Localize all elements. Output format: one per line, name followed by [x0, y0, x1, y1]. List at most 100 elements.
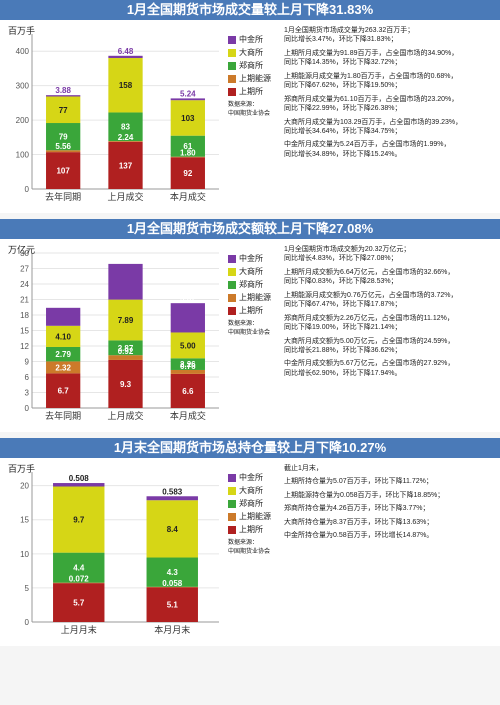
- legend-label: 上期所: [239, 305, 263, 316]
- svg-text:20: 20: [20, 482, 29, 491]
- svg-text:1.80: 1.80: [180, 149, 196, 158]
- legend: 中金所大商所郑商所上期能源上期所数据来源：中国期货业协会: [228, 472, 278, 555]
- svg-text:4.10: 4.10: [55, 332, 71, 341]
- svg-text:6.91: 6.91: [118, 255, 134, 264]
- legend-item-shq: 上期所: [228, 86, 278, 97]
- svg-text:21: 21: [20, 296, 29, 305]
- bar-seg-zjs: [171, 98, 205, 100]
- panel3: 1月末全国期货市场总持仓量较上月下降10.27% 百万手 051015200.5…: [0, 438, 500, 646]
- chart-area: 百万手 051015200.5089.74.40.0725.7上月月末0.583…: [4, 462, 224, 642]
- svg-text:27: 27: [20, 265, 29, 274]
- svg-text:9.7: 9.7: [73, 516, 85, 525]
- bar-seg-zjs: [147, 496, 198, 500]
- svg-text:0: 0: [25, 404, 30, 413]
- svg-text:0: 0: [25, 185, 30, 194]
- svg-text:79: 79: [59, 133, 68, 142]
- legend-item-zjs: 中金所: [228, 472, 278, 483]
- notes: 1月全国期货市场成交量为263.32百万手；同比增长3.47%，环比下降31.8…: [284, 26, 494, 209]
- svg-text:3.88: 3.88: [55, 86, 71, 95]
- legend-label: 郑商所: [239, 60, 263, 71]
- svg-text:9: 9: [25, 358, 30, 367]
- stacked-bar-chart: 0369121518212427303.484.102.792.326.7去年同…: [4, 243, 224, 423]
- svg-text:2.32: 2.32: [55, 363, 71, 372]
- note-line: 郑商所月成交量为61.10百万手，占全国市场的23.20%，同比下降22.99%…: [284, 95, 494, 114]
- svg-text:24: 24: [20, 280, 29, 289]
- stacked-bar-chart: 051015200.5089.74.40.0725.7上月月末0.5838.44…: [4, 462, 224, 637]
- bar-seg-zjs: [108, 56, 142, 58]
- note-line: 中金所持仓量为0.58百万手，环比增长14.87%。: [284, 531, 494, 540]
- svg-text:5.7: 5.7: [73, 599, 85, 608]
- svg-text:5.00: 5.00: [180, 341, 196, 350]
- panel-title: 1月末全国期货市场总持仓量较上月下降10.27%: [0, 438, 500, 458]
- svg-text:15: 15: [20, 516, 29, 525]
- note-line: 大商所月成交额为5.00万亿元，占全国市场的24.59%，同比增长21.88%，…: [284, 337, 494, 356]
- legend-label: 中金所: [239, 34, 263, 45]
- bar-seg-zjs: [46, 308, 80, 326]
- bar-seg-zjs: [108, 264, 142, 300]
- svg-text:5.56: 5.56: [55, 142, 71, 151]
- note-line: 上期所持仓量为5.07百万手，环比下降11.72%；: [284, 477, 494, 486]
- svg-text:400: 400: [16, 47, 30, 56]
- data-source: 数据来源：中国期货业协会: [228, 537, 278, 555]
- legend-item-snyq: 上期能源: [228, 292, 278, 303]
- legend-label: 中金所: [239, 253, 263, 264]
- svg-text:上月成交: 上月成交: [107, 191, 143, 202]
- legend: 中金所大商所郑商所上期能源上期所数据来源：中国期货业协会: [228, 253, 278, 336]
- svg-text:10: 10: [20, 550, 29, 559]
- panel-title: 1月全国期货市场成交量较上月下降31.83%: [0, 0, 500, 20]
- svg-text:0.583: 0.583: [162, 487, 183, 496]
- y-axis-unit: 百万手: [8, 24, 35, 37]
- y-axis-unit: 百万手: [8, 462, 35, 475]
- note-line: 郑商所持仓量为4.26百万手，环比下降3.77%；: [284, 504, 494, 513]
- svg-text:4.3: 4.3: [167, 568, 179, 577]
- svg-text:本月成交: 本月成交: [170, 191, 206, 202]
- panel-title: 1月全国期货市场成交额较上月下降27.08%: [0, 219, 500, 239]
- legend-label: 中金所: [239, 472, 263, 483]
- svg-text:103: 103: [181, 114, 195, 123]
- svg-text:100: 100: [16, 151, 30, 160]
- svg-text:3.48: 3.48: [55, 299, 71, 308]
- chart-area: 万亿元 0369121518212427303.484.102.792.326.…: [4, 243, 224, 428]
- svg-text:5: 5: [25, 584, 30, 593]
- note-line: 郑商所月成交额为2.26万亿元，占全国市场的11.12%，同比下降19.00%，…: [284, 314, 494, 333]
- svg-text:0.76: 0.76: [180, 362, 196, 371]
- svg-text:上月成交: 上月成交: [107, 410, 143, 421]
- svg-text:0.072: 0.072: [69, 575, 90, 584]
- legend-item-dss: 大商所: [228, 266, 278, 277]
- notes: 截止1月末，上期所持仓量为5.07百万手，环比下降11.72%；上期能源持仓量为…: [284, 464, 494, 642]
- data-source: 数据来源：中国期货业协会: [228, 318, 278, 336]
- svg-text:0.058: 0.058: [162, 579, 183, 588]
- note-line: 1月全国期货市场成交额为20.32万亿元；同比增长4.83%，环比下降27.08…: [284, 245, 494, 264]
- svg-text:200: 200: [16, 116, 30, 125]
- data-source: 数据来源：中国期货业协会: [228, 99, 278, 117]
- svg-text:92: 92: [183, 169, 192, 178]
- svg-text:300: 300: [16, 82, 30, 91]
- svg-text:本月月末: 本月月末: [154, 624, 190, 635]
- legend-item-snyq: 上期能源: [228, 511, 278, 522]
- svg-text:去年同期: 去年同期: [45, 191, 81, 202]
- legend-label: 郑商所: [239, 498, 263, 509]
- legend-label: 郑商所: [239, 279, 263, 290]
- svg-text:12: 12: [20, 342, 29, 351]
- legend-label: 上期所: [239, 86, 263, 97]
- legend-label: 大商所: [239, 485, 263, 496]
- note-line: 大商所持仓量为8.37百万手，环比下降13.63%；: [284, 518, 494, 527]
- bar-seg-zjs: [46, 95, 80, 96]
- svg-text:5.24: 5.24: [180, 89, 196, 98]
- svg-text:5.67: 5.67: [180, 294, 196, 303]
- svg-text:3: 3: [25, 389, 30, 398]
- legend-item-dss: 大商所: [228, 485, 278, 496]
- legend-item-zjs: 中金所: [228, 253, 278, 264]
- legend-item-snyq: 上期能源: [228, 73, 278, 84]
- stacked-bar-chart: 01002003004003.8877795.56107去年同期6.481588…: [4, 24, 224, 204]
- svg-text:6: 6: [25, 373, 30, 382]
- svg-text:2.24: 2.24: [118, 133, 134, 142]
- legend-item-dss: 大商所: [228, 47, 278, 58]
- legend-item-zss: 郑商所: [228, 498, 278, 509]
- notes: 1月全国期货市场成交额为20.32万亿元；同比增长4.83%，环比下降27.08…: [284, 245, 494, 428]
- svg-text:8.4: 8.4: [167, 525, 179, 534]
- svg-text:0.508: 0.508: [69, 474, 90, 483]
- note-line: 大商所月成交量为103.29百万手，占全国市场的39.23%，同比增长34.64…: [284, 118, 494, 137]
- svg-text:去年同期: 去年同期: [45, 410, 81, 421]
- legend-item-shq: 上期所: [228, 305, 278, 316]
